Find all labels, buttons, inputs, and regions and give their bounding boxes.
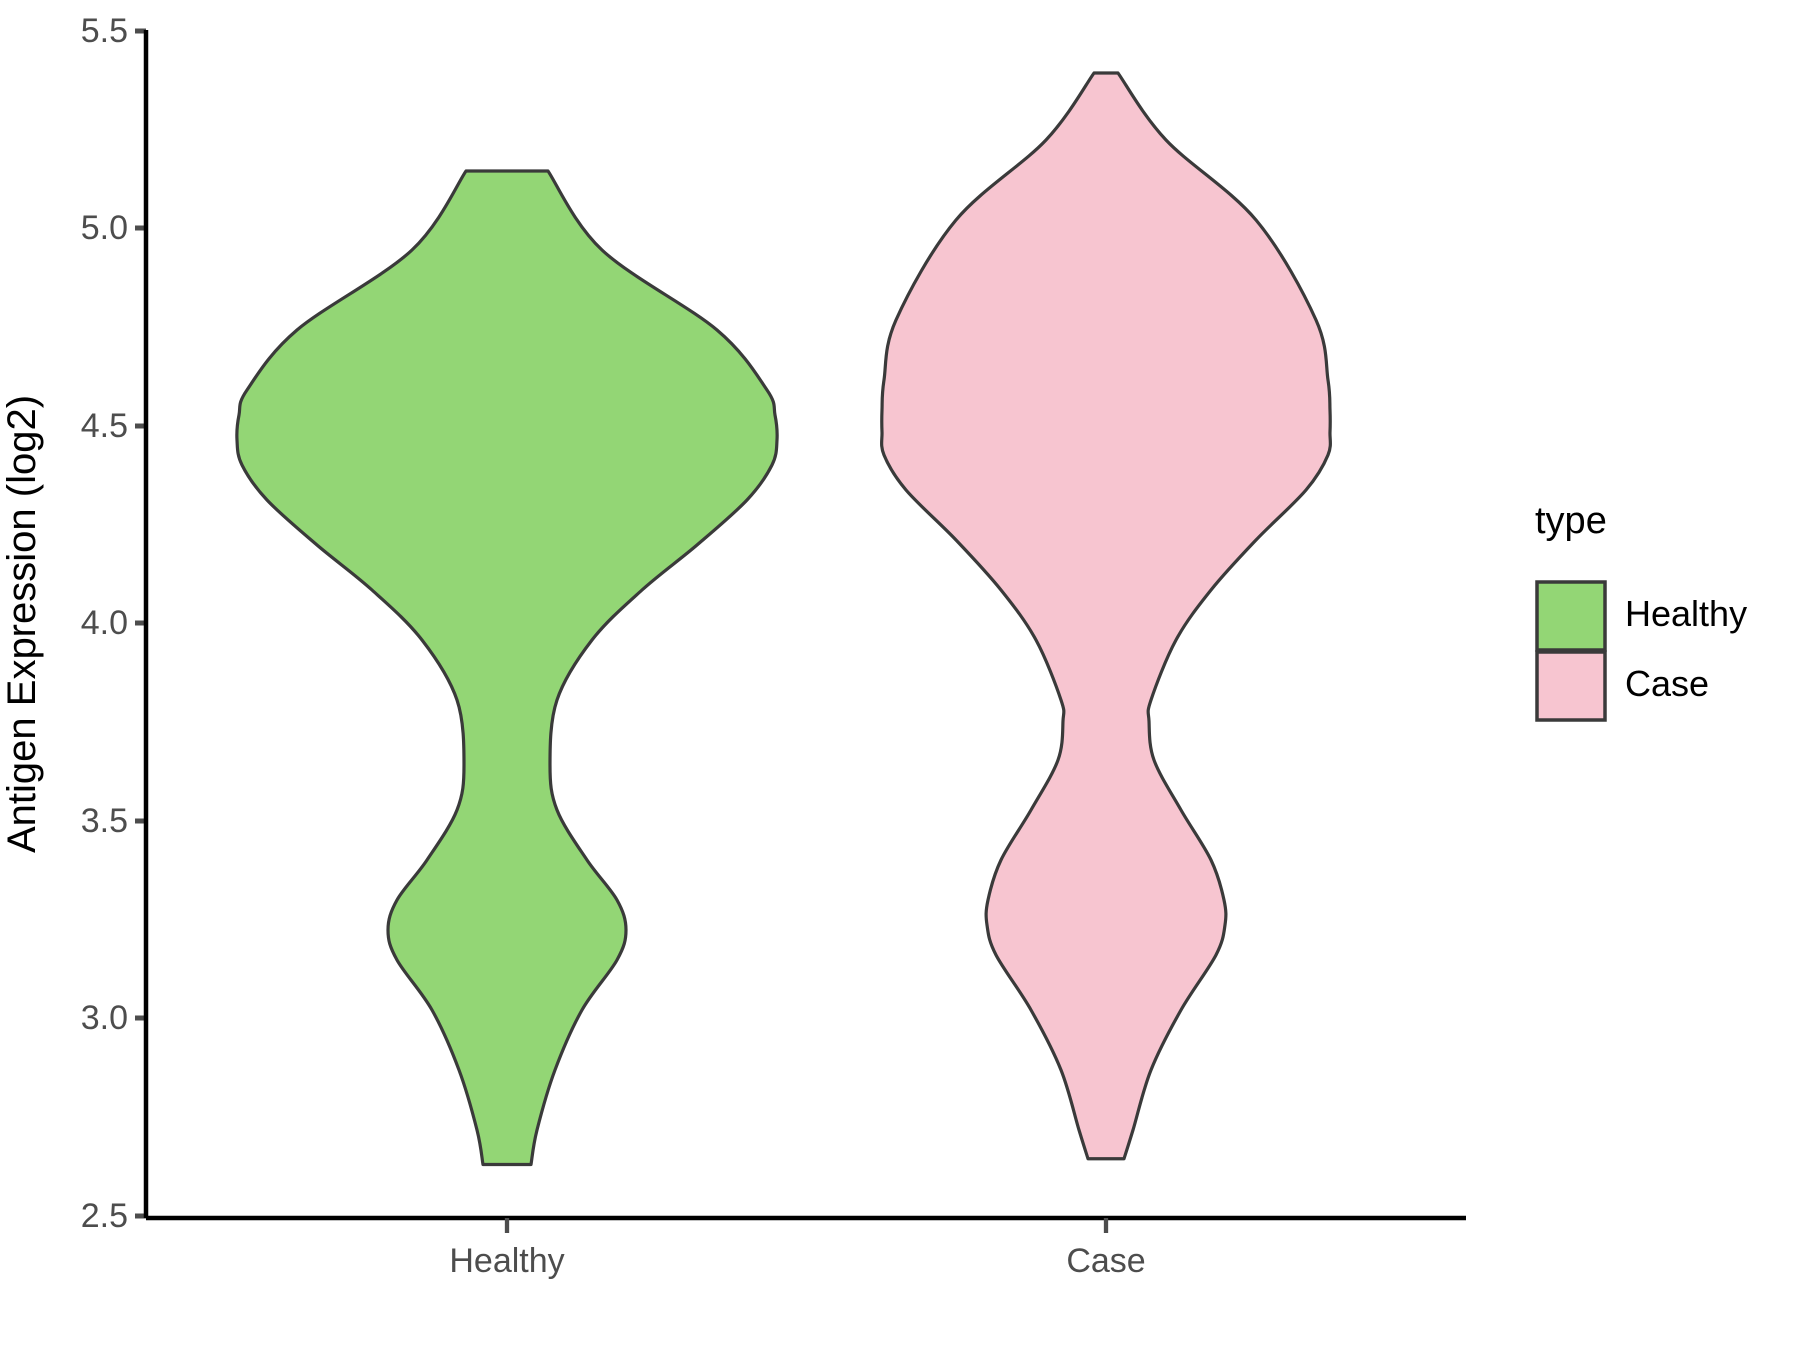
svg-text:4.0: 4.0 [81,604,128,642]
svg-text:3.0: 3.0 [81,999,128,1037]
svg-text:4.5: 4.5 [81,407,128,445]
svg-text:Antigen Expression (log2): Antigen Expression (log2) [0,395,44,853]
svg-text:Case: Case [1625,663,1709,704]
svg-text:3.5: 3.5 [81,802,128,840]
svg-text:type: type [1535,500,1607,542]
svg-text:2.5: 2.5 [81,1197,128,1235]
svg-text:Healthy: Healthy [1625,593,1747,634]
svg-text:5.0: 5.0 [81,209,128,247]
svg-text:Case: Case [1066,1242,1145,1280]
svg-text:5.5: 5.5 [81,12,128,50]
svg-text:Healthy: Healthy [449,1242,564,1280]
